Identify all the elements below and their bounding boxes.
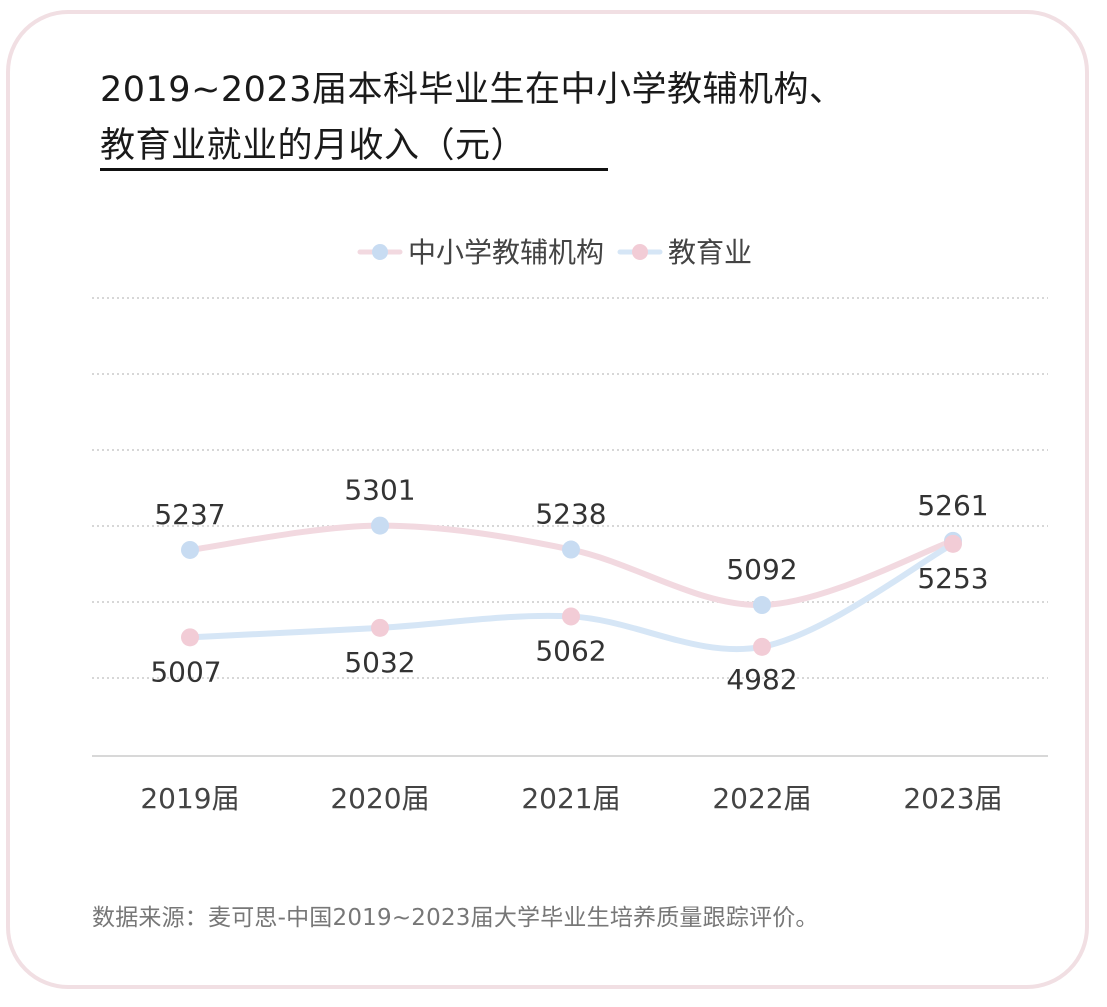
chart-card (6, 10, 1089, 989)
data-point (181, 628, 199, 647)
legend-label: 中小学教辅机构 (408, 236, 604, 269)
data-point (562, 607, 580, 626)
data-point (181, 540, 199, 559)
legend-marker (632, 244, 648, 260)
data-point (562, 540, 580, 559)
x-tick-label: 2020届 (330, 782, 429, 815)
data-point (753, 596, 771, 615)
chart-title: 2019~2023届本科毕业生在中小学教辅机构、 教育业就业的月收入（元） (100, 62, 1000, 174)
x-tick-label: 2019届 (140, 782, 239, 815)
data-label: 5237 (154, 498, 225, 531)
data-point (753, 637, 771, 656)
data-label: 5092 (726, 553, 797, 586)
legend-label: 教育业 (668, 236, 752, 269)
chart-title-line-1: 2019~2023届本科毕业生在中小学教辅机构、 (100, 70, 845, 110)
data-label: 5261 (917, 489, 988, 522)
legend-marker (372, 244, 388, 260)
data-point (371, 516, 389, 535)
title-underline (100, 168, 608, 171)
data-label: 5032 (344, 646, 415, 679)
x-tick-label: 2023届 (903, 782, 1002, 815)
data-source-note: 数据来源：麦可思-中国2019~2023届大学毕业生培养质量跟踪评价。 (92, 905, 819, 931)
chart-title-line-2: 教育业就业的月收入（元） (100, 126, 527, 166)
data-label: 5062 (535, 634, 606, 667)
data-point (371, 618, 389, 637)
data-label: 5007 (150, 655, 221, 688)
data-label: 5238 (535, 498, 606, 531)
data-point (944, 534, 962, 553)
data-label: 5253 (917, 562, 988, 595)
data-label: 5301 (344, 474, 415, 507)
x-tick-label: 2021届 (521, 782, 620, 815)
series-line-2 (187, 540, 956, 653)
x-tick-label: 2022届 (712, 782, 811, 815)
series-line-1 (187, 522, 956, 609)
data-label: 4982 (726, 663, 797, 696)
